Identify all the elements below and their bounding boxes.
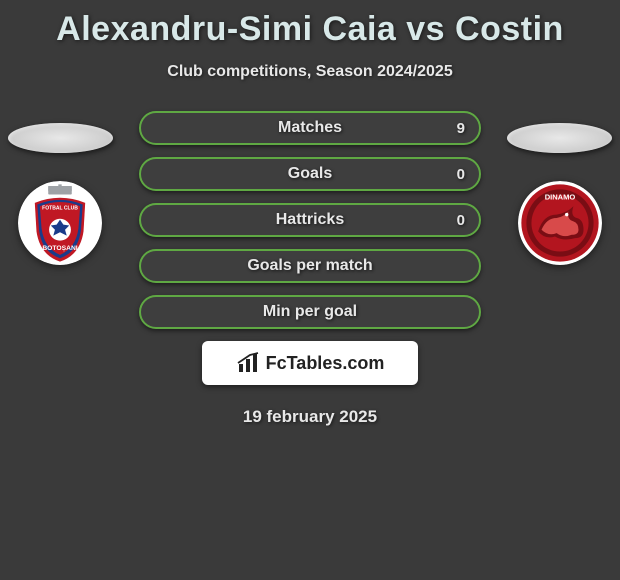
left-player-ellipse <box>8 123 113 153</box>
stat-value: 0 <box>457 166 465 183</box>
stat-bar-min-per-goal: Min per goal <box>139 295 481 329</box>
date-label: 19 february 2025 <box>0 407 620 427</box>
right-club-crest: DINAMO <box>518 181 602 265</box>
stat-bar-hattricks: Hattricks 0 <box>139 203 481 237</box>
stat-label: Hattricks <box>276 211 344 229</box>
stat-label: Goals <box>288 165 332 183</box>
svg-text:FOTBAL CLUB: FOTBAL CLUB <box>42 206 78 212</box>
comparison-panel: FOTBAL CLUB BOTOȘANI DINAMO Matches 9 Go… <box>0 111 620 427</box>
stat-label: Matches <box>278 119 342 137</box>
stat-label: Goals per match <box>247 257 372 275</box>
left-club-crest: FOTBAL CLUB BOTOȘANI <box>18 181 102 265</box>
stat-bar-goals-per-match: Goals per match <box>139 249 481 283</box>
right-player-ellipse <box>507 123 612 153</box>
stat-label: Min per goal <box>263 303 357 321</box>
page-title: Alexandru-Simi Caia vs Costin <box>0 0 620 49</box>
subtitle: Club competitions, Season 2024/2025 <box>0 63 620 81</box>
fctables-logo[interactable]: FcTables.com <box>202 341 418 385</box>
stat-value: 0 <box>457 212 465 229</box>
stat-bar-matches: Matches 9 <box>139 111 481 145</box>
bar-chart-icon <box>236 351 260 375</box>
svg-text:BOTOȘANI: BOTOȘANI <box>42 245 77 252</box>
svg-text:DINAMO: DINAMO <box>545 192 576 201</box>
stat-bars: Matches 9 Goals 0 Hattricks 0 Goals per … <box>139 111 481 329</box>
stat-bar-goals: Goals 0 <box>139 157 481 191</box>
stat-value: 9 <box>457 120 465 137</box>
logo-text: FcTables.com <box>266 353 385 374</box>
